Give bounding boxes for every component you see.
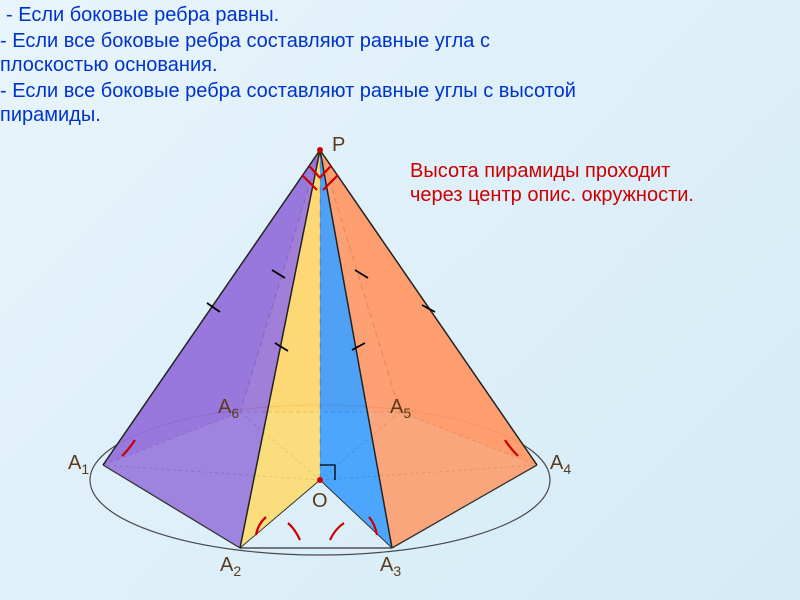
pyramid-diagram: P O A1 A2 A3 A4 A5 A6 bbox=[40, 130, 600, 590]
condition-line-3b: пирамиды. bbox=[0, 102, 101, 128]
label-A5: A5 bbox=[390, 396, 411, 421]
label-P: P bbox=[332, 134, 345, 157]
condition-line-2: - Если все боковые ребра составляют равн… bbox=[0, 28, 490, 54]
condition-line-2b: плоскостью основания. bbox=[0, 52, 218, 78]
condition-line-1: - Если боковые ребра равны. bbox=[6, 2, 279, 28]
label-O: O bbox=[312, 490, 328, 513]
condition-line-3: - Если все боковые ребра составляют равн… bbox=[0, 78, 576, 104]
label-A6: A6 bbox=[218, 396, 239, 421]
label-A2: A2 bbox=[220, 554, 241, 579]
apex-point bbox=[317, 147, 323, 153]
label-A4: A4 bbox=[550, 452, 571, 477]
pyramid-svg bbox=[40, 130, 600, 590]
center-point bbox=[317, 477, 323, 483]
label-A3: A3 bbox=[380, 554, 401, 579]
label-A1: A1 bbox=[68, 452, 89, 477]
